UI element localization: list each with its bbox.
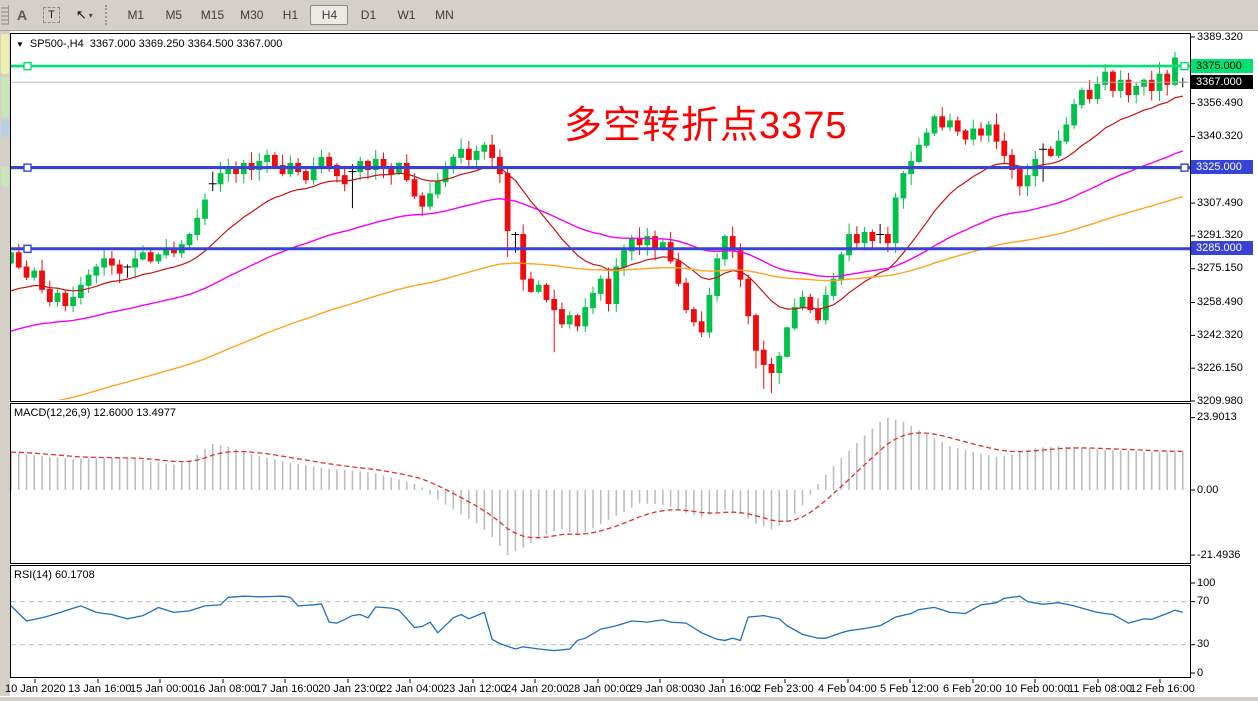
pointer-icon: ↖	[75, 7, 87, 22]
rsi-axis-label: 30	[1197, 638, 1210, 650]
symbol-period-label: SP500-,H4	[29, 38, 84, 50]
timeframe-button-w1[interactable]: W1	[397, 8, 416, 22]
price-axis-label-3242.320: 3242.320	[1197, 329, 1243, 341]
toolbar: A T ↖ ▾ M1 M5 M15 M30 H1 H4 D1 W1 MN	[0, 0, 1258, 31]
time-axis-label: 6 Feb 20:00	[943, 683, 1002, 695]
time-axis-label: 22 Jan 04:00	[380, 683, 444, 695]
price-badge-3285.000: 3285.000	[1191, 241, 1253, 255]
time-axis-label: 13 Jan 16:00	[68, 683, 132, 695]
macd-axis-label: 0.00	[1197, 484, 1219, 496]
price-axis-label-3307.490: 3307.490	[1197, 197, 1243, 209]
time-axis-label: 20 Jan 23:00	[318, 683, 382, 695]
time-axis-label: 30 Jan 16:00	[693, 683, 757, 695]
left-strip-segment-1	[1, 77, 9, 117]
time-axis-label: 24 Jan 20:00	[505, 683, 569, 695]
time-axis-label: 23 Jan 12:00	[443, 683, 507, 695]
timeframe-button-h1[interactable]: H1	[282, 8, 299, 22]
time-axis-label: 16 Jan 08:00	[193, 683, 257, 695]
price-axis-label-3340.320: 3340.320	[1197, 130, 1243, 142]
price-badge-3325.000: 3325.000	[1191, 160, 1253, 174]
timeframe-button-m1[interactable]: M1	[127, 8, 145, 22]
time-axis-label: 17 Jan 16:00	[255, 683, 319, 695]
left-strip-segment-0	[1, 34, 9, 74]
pane-frame	[10, 403, 1191, 564]
rsi-axis-label: 70	[1197, 595, 1210, 607]
time-axis-label: 28 Jan 00:00	[568, 683, 632, 695]
chart-annotation-text[interactable]: 多空转折点3375	[564, 105, 848, 147]
left-strip-segment-3	[1, 167, 9, 187]
price-axis-label-3226.150: 3226.150	[1197, 362, 1243, 374]
text-box-icon: T	[43, 7, 60, 23]
clipped-toolbar-icon	[1, 5, 9, 25]
time-axis-label: 12 Feb 16:00	[1130, 683, 1195, 695]
price-axis-label-3209.980: 3209.980	[1197, 395, 1243, 407]
pane-frame	[10, 565, 1191, 678]
price-axis-label-3356.490: 3356.490	[1197, 97, 1243, 109]
price-axis-label-3389.320: 3389.320	[1197, 31, 1243, 43]
rsi-line	[11, 595, 1183, 652]
time-axis-label: 15 Jan 00:00	[130, 683, 194, 695]
timeframe-button-m5[interactable]: M5	[165, 8, 183, 22]
ohlc-readout: 3367.000 3369.250 3364.500 3367.000	[89, 38, 283, 50]
macd-axis-label: -21.4936	[1197, 549, 1241, 561]
rsi-indicator-label: RSI(14) 60.1708	[14, 569, 95, 581]
text-box-tool[interactable]: T	[35, 5, 68, 25]
status-strip	[0, 696, 1258, 701]
chevron-down-icon: ▾	[88, 10, 93, 20]
rsi-axis-label: 100	[1197, 577, 1216, 589]
pane-frame	[10, 33, 1191, 402]
line-handle[interactable]	[23, 244, 32, 254]
toolbar-grip[interactable]	[104, 5, 111, 25]
line-handle[interactable]	[1180, 61, 1189, 71]
macd-axis-label: 23.9013	[1197, 411, 1237, 423]
timeframe-button-mn[interactable]: MN	[435, 8, 454, 22]
macd-indicator-label: MACD(12,26,9) 12.6000 13.4977	[14, 407, 177, 419]
timeframe-button-m30[interactable]: M30	[240, 8, 264, 22]
line-handle[interactable]	[23, 163, 32, 172]
price-badge-3375.000: 3375.000	[1191, 59, 1253, 73]
time-axis-label: 2 Feb 23:00	[755, 683, 814, 695]
price-axis-label-3291.320: 3291.320	[1197, 229, 1243, 241]
time-axis-label: 10 Jan 2020	[5, 683, 66, 695]
timeframe-button-h4[interactable]: H4	[310, 5, 349, 25]
rsi-axis-label: 0	[1197, 667, 1204, 679]
left-strip-segment-2	[1, 120, 9, 137]
price-badge-3367.000: 3367.000	[1191, 75, 1253, 89]
time-axis-label: 11 Feb 08:00	[1068, 683, 1133, 695]
line-handle[interactable]	[23, 61, 32, 71]
macd-signal-line	[11, 432, 1183, 539]
macd-histogram	[11, 417, 1184, 556]
chart-title-dropdown-icon: ▼	[16, 39, 24, 49]
time-axis-label: 5 Feb 12:00	[880, 683, 939, 695]
cursor-mode-button[interactable]: ↖ ▾	[68, 5, 101, 25]
timeframe-button-d1[interactable]: D1	[360, 8, 377, 22]
line-handle[interactable]	[1180, 163, 1189, 172]
time-axis-label: 10 Feb 00:00	[1005, 683, 1070, 695]
time-axis-label: 29 Jan 08:00	[630, 683, 694, 695]
timeframe-button-m15[interactable]: M15	[200, 8, 225, 22]
time-axis-label: 4 Feb 04:00	[818, 683, 877, 695]
price-axis-label-3258.490: 3258.490	[1197, 296, 1243, 308]
chart-title[interactable]: ▼ SP500-,H4 3367.000 3369.250 3364.500 3…	[16, 38, 282, 50]
price-axis-label-3275.150: 3275.150	[1197, 262, 1243, 274]
timeframe-group: M1 M5 M15 M30 H1 H4 D1 W1 MN	[117, 5, 464, 25]
text-label-tool-icon[interactable]: A	[17, 7, 28, 23]
moving-average-1	[11, 150, 1184, 332]
